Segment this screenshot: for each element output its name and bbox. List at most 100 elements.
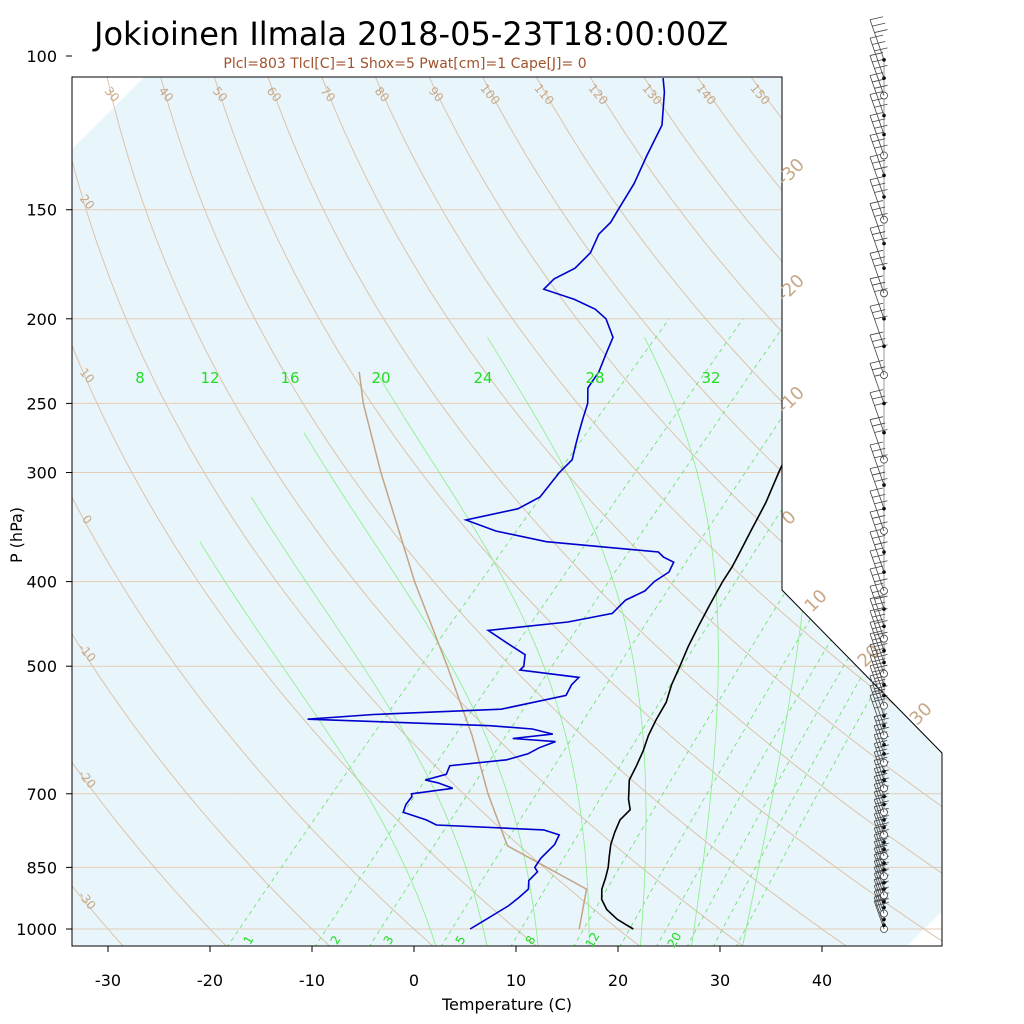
wind-barb-feather: [872, 395, 886, 400]
wind-barb-staff: [869, 179, 885, 220]
dry-adiabat: [248, 77, 942, 946]
wind-barb-feather: [869, 389, 884, 393]
wind-barb-staff: [869, 468, 885, 509]
dry-adiabat: [197, 77, 942, 946]
isotherm-band: [72, 77, 817, 946]
dry-adiabat: [72, 77, 642, 946]
wind-barb-feather: [874, 578, 888, 583]
wind-barb-feather: [869, 416, 884, 421]
dry-adiabat-label: 30: [102, 84, 123, 105]
mixing-ratio-label: 20: [371, 369, 390, 387]
wind-barbs: [869, 16, 889, 933]
wind-barb-staff: [869, 228, 885, 269]
wind-barb-feather: [869, 176, 884, 181]
wind-barb-feather: [872, 601, 886, 606]
wind-barb-feather: [875, 744, 889, 749]
x-tick-label: 20: [608, 971, 628, 990]
wind-barb-feather: [872, 366, 886, 371]
wind-dot: [882, 483, 886, 487]
y-tick-label: 200: [26, 310, 57, 329]
y-tick-label: 150: [26, 201, 57, 220]
dry-adiabat: [72, 77, 229, 946]
y-tick-label: 1000: [16, 920, 57, 939]
wind-barb-feather: [874, 315, 888, 320]
mixing-ratio-label: 12: [200, 369, 219, 387]
dry-adiabat: [72, 77, 332, 946]
isotherm-band: [599, 77, 942, 946]
wind-barb-feather: [869, 360, 884, 364]
wind-barb-feather: [869, 224, 884, 229]
moist-adiabat: [487, 337, 647, 946]
wind-barb-feather: [872, 493, 886, 498]
wind-barb-feather: [872, 231, 886, 235]
wind-barb-feather: [874, 756, 888, 761]
y-tick-label: 250: [26, 394, 57, 413]
y-axis-label: P (hPa): [7, 507, 26, 563]
y-tick-label: 850: [26, 858, 57, 877]
mixing-ratio-line: [314, 318, 744, 946]
wind-barb-feather: [874, 454, 888, 459]
x-tick-label: 10: [506, 971, 526, 990]
wind-barb-feather: [874, 429, 888, 433]
wind-barb-feather: [875, 726, 889, 731]
wind-barb-staff: [869, 444, 885, 486]
wind-barb-feather: [874, 262, 888, 267]
mixing-ratio-label: 32: [701, 369, 720, 387]
dry-adiabat: [145, 77, 849, 946]
wind-barb-feather: [872, 309, 886, 314]
wind-barb-feather: [874, 47, 888, 52]
wind-barb-feather: [872, 281, 886, 286]
chart-title: Jokioinen Ilmala 2018-05-23T18:00:00Z: [92, 15, 728, 53]
moist-adiabats: [199, 337, 813, 946]
wind-barb-feather: [874, 237, 888, 242]
wind-barb-feather: [874, 288, 888, 292]
wind-dot: [882, 266, 886, 270]
y-tick-label: 100: [26, 47, 57, 66]
wind-barb-feather: [874, 664, 888, 669]
dry-adiabat: [402, 77, 942, 946]
wind-barb-feather: [872, 471, 886, 476]
dry-adiabat: [94, 77, 746, 946]
wind-barb-staff: [869, 253, 885, 294]
parcel-curve: [358, 371, 588, 930]
wind-barb-feather: [874, 654, 888, 658]
wind-barb-staff: [869, 531, 885, 573]
dry-adiabat: [299, 77, 942, 946]
dewpoint-curve: [307, 78, 675, 930]
wind-barb-feather: [874, 620, 888, 624]
mixing-ratio-label: 12: [583, 930, 603, 950]
wind-barb-feather: [869, 441, 884, 446]
wind-barb-feather: [869, 487, 884, 492]
moist-adiabat: [644, 337, 719, 946]
moist-adiabat: [199, 541, 437, 946]
isotherm-band: [72, 77, 919, 946]
wind-barb-feather: [869, 607, 884, 612]
wind-barb-feather: [874, 189, 888, 193]
wind-barb-feather: [872, 338, 886, 342]
moist-adiabat: [250, 496, 488, 946]
dry-adiabat: [72, 77, 435, 946]
x-tick-label: -10: [299, 971, 325, 990]
y-tick-label: 500: [26, 657, 57, 676]
moist-adiabat: [375, 371, 590, 946]
wind-barb-staff: [869, 115, 885, 156]
wind-barb-feather: [869, 302, 884, 307]
isotherm-label: 10: [801, 586, 832, 617]
mixing-ratio-line: [440, 318, 850, 946]
wind-barb-staff: [869, 490, 885, 532]
wind-dot: [882, 401, 886, 406]
x-axis-label: Temperature (C): [441, 995, 572, 1014]
wind-barb-staff: [869, 203, 885, 244]
isotherm-band: [72, 77, 511, 946]
y-tick-label: 400: [26, 573, 57, 592]
wind-barb-feather: [872, 41, 886, 45]
wind-barb-feather: [872, 447, 886, 452]
isotherm-band: [191, 77, 942, 946]
dry-adiabat: [453, 77, 942, 946]
x-tick-label: -30: [95, 971, 121, 990]
wind-barb-feather: [874, 212, 888, 217]
moist-adiabat: [303, 432, 539, 946]
isotherm-band: [72, 77, 942, 946]
wind-barb-feather: [874, 631, 888, 636]
